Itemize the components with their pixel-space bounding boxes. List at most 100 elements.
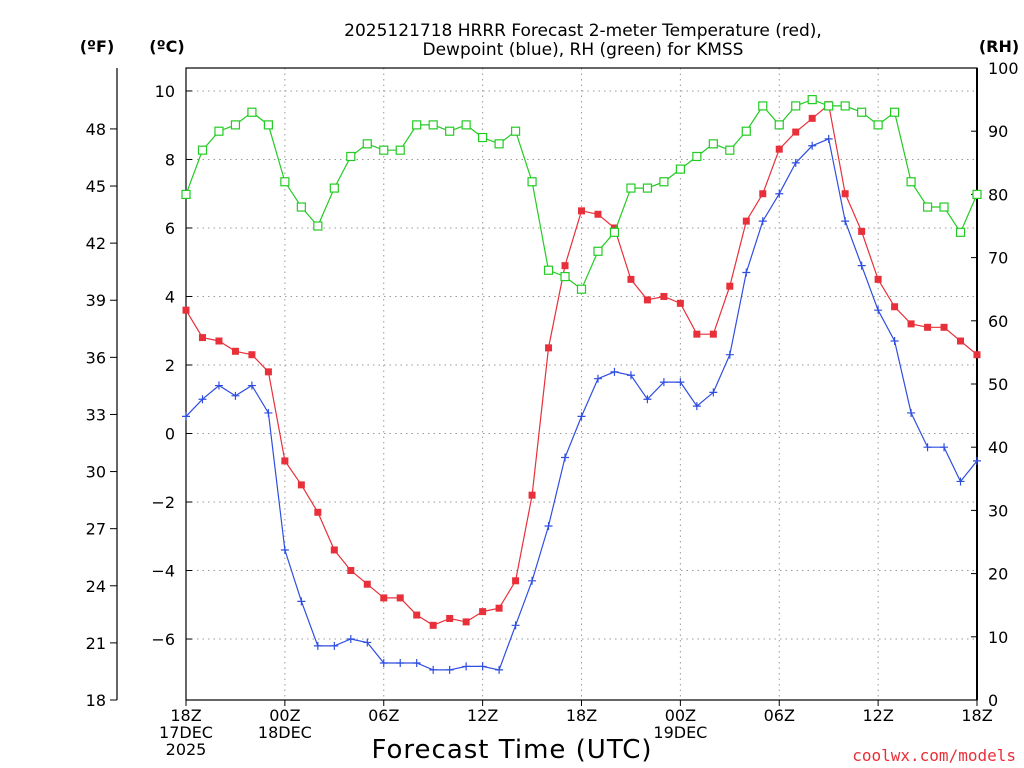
temperature-point [627,275,635,283]
rh-point [412,120,422,130]
rh-point [181,189,191,199]
rh-point [692,151,702,162]
rh-point [857,107,867,117]
chart-title-line1: 2025121718 HRRR Forecast 2-meter Tempera… [344,21,822,41]
rh-point [346,151,356,162]
rh-point [478,132,488,143]
temperature-point [264,368,272,376]
rh-point [906,177,916,187]
celsius-tick-label: 10 [155,82,175,101]
celsius-tick-label: 0 [165,424,175,443]
gridlines [186,68,977,700]
temperature-point [462,618,470,626]
fahrenheit-tick-label: 24 [86,577,106,596]
temperature-point [578,207,585,215]
dewpoint-point [775,189,784,198]
dewpoint-point [363,638,372,647]
temperature-point [413,611,421,619]
rh-axis-label: (RH) [979,37,1019,56]
x-tick-label: 18Z [961,706,992,725]
x-tick-label: 06Z [368,706,399,725]
rh-point [626,183,636,193]
temperature-point [512,577,520,585]
rh-point [395,145,405,155]
rh-point [824,101,834,111]
rh-point [659,177,669,187]
dewpoint-point [528,576,537,585]
dewpoint-point [725,350,734,359]
x-tick-label: 18Z [566,706,597,725]
dewpoint-point [758,217,767,226]
temperature-point [380,594,388,602]
dewpoint-point [626,371,635,380]
rh-point [609,227,620,237]
temperature-point [248,351,256,359]
fahrenheit-tick-label: 45 [86,177,106,196]
rh-tick-label: 40 [988,438,1008,457]
dewpoint-point [610,367,619,376]
rh-series [181,94,982,294]
x-axis-label: Forecast Time (UTC) [371,735,652,765]
dewpoint-point [330,641,339,650]
temperature-point [676,299,684,307]
rh-point [675,164,685,174]
rh-tick-label: 80 [988,185,1008,204]
celsius-axis-label: (ºC) [149,37,184,56]
temperature-point [198,334,206,342]
fahrenheit-tick-label: 30 [86,463,106,482]
celsius-tick-label: −4 [151,562,175,581]
x-tick-label: 06Z [764,706,795,725]
dewpoint-point [643,395,652,404]
x-tick-label: 17DEC [159,723,213,742]
temperature-series [182,101,981,629]
rh-tick-label: 60 [988,312,1008,331]
dewpoint-point [297,597,306,606]
fahrenheit-tick-label: 27 [86,520,106,539]
rh-point [247,107,257,117]
fahrenheit-tick-label: 39 [86,291,106,310]
temperature-point [775,145,783,153]
rh-point [791,101,801,111]
x-tick-label: 00Z [665,706,696,725]
rh-point [922,202,933,212]
temperature-point [561,262,569,270]
x-tick-label: 18Z [170,706,201,725]
rh-point [461,120,471,130]
rh-tick-label: 0 [988,691,998,710]
dewpoint-point [857,261,866,270]
rh-point [197,145,208,155]
dewpoint-point [956,477,965,486]
rh-point [708,139,718,149]
x-tick-label: 2025 [166,740,207,759]
temperature-point [924,323,932,331]
temperature-point [726,282,734,290]
temperature-point [281,457,289,465]
rh-point [527,177,537,187]
fahrenheit-tick-label: 48 [86,120,106,139]
rh-point [593,246,603,256]
temperature-point [907,320,915,328]
celsius-tick-label: 8 [165,150,175,169]
rh-point [642,183,653,193]
dewpoint-point [742,268,751,277]
dewpoint-point [940,443,949,452]
temperature-point [446,614,454,622]
dewpoint-point [445,665,454,674]
x-tick-label: 18DEC [258,723,312,742]
celsius-tick-label: 2 [165,356,175,375]
dewpoint-point [182,412,190,421]
celsius-tick-label: −2 [151,493,175,512]
dewpoint-point [544,521,553,530]
temperature-point [742,217,750,225]
rh-point [840,101,850,111]
dewpoint-point [874,306,883,315]
temperature-point [545,344,553,352]
rh-tick-label: 100 [988,59,1019,78]
dewpoint-point [923,443,932,452]
rh-point [890,107,900,117]
dewpoint-point [659,378,668,387]
dewpoint-point [907,408,916,417]
temperature-point [759,190,767,198]
rh-point [329,183,339,193]
temperature-point [709,330,717,338]
